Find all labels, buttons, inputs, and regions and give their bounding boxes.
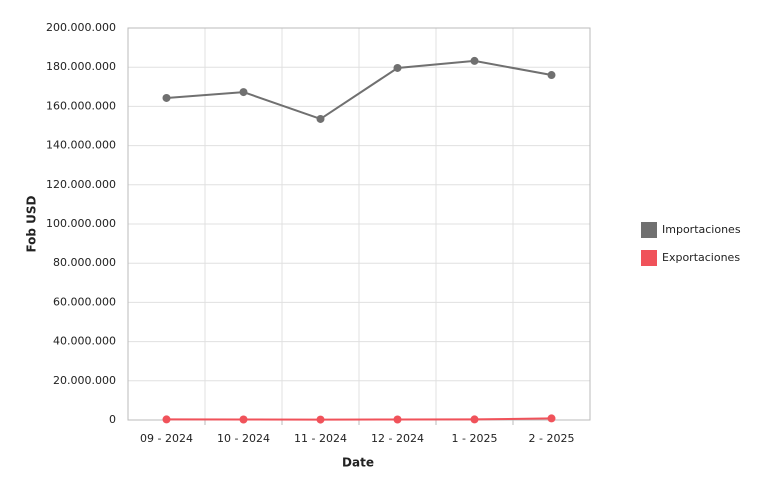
y-tick-label: 180.000.000 — [46, 60, 116, 73]
data-point — [239, 88, 248, 97]
legend-label: Exportaciones — [662, 251, 740, 264]
y-tick-label: 60.000.000 — [53, 295, 116, 308]
x-axis-title: Date — [342, 456, 374, 470]
y-axis-title: Fob USD — [25, 195, 39, 252]
x-tick-label: 11 - 2024 — [294, 432, 347, 445]
data-point — [470, 56, 479, 65]
x-tick-label: 10 - 2024 — [217, 432, 270, 445]
data-point — [470, 415, 479, 424]
data-point — [162, 93, 171, 102]
y-tick-label: 120.000.000 — [46, 178, 116, 191]
data-point — [547, 414, 556, 423]
data-point — [316, 415, 325, 424]
x-tick-label: 09 - 2024 — [140, 432, 193, 445]
data-point — [239, 415, 248, 424]
y-tick-label: 0 — [109, 413, 116, 426]
data-point — [393, 415, 402, 424]
y-tick-label: 80.000.000 — [53, 256, 116, 269]
y-tick-label: 20.000.000 — [53, 374, 116, 387]
legend-label: Importaciones — [662, 223, 741, 236]
x-tick-label: 1 - 2025 — [452, 432, 498, 445]
legend-swatch — [641, 222, 657, 238]
x-tick-label: 2 - 2025 — [529, 432, 575, 445]
data-point — [393, 63, 402, 72]
legend-swatch — [641, 250, 657, 266]
x-tick-label: 12 - 2024 — [371, 432, 424, 445]
data-point — [162, 415, 171, 424]
y-tick-label: 40.000.000 — [53, 335, 116, 348]
y-tick-label: 200.000.000 — [46, 21, 116, 34]
y-tick-label: 160.000.000 — [46, 99, 116, 112]
series-line — [166, 417, 552, 421]
y-tick-label: 100.000.000 — [46, 217, 116, 230]
series-line — [166, 59, 552, 121]
data-point — [547, 71, 556, 80]
y-tick-label: 140.000.000 — [46, 139, 116, 152]
data-point — [316, 114, 325, 123]
